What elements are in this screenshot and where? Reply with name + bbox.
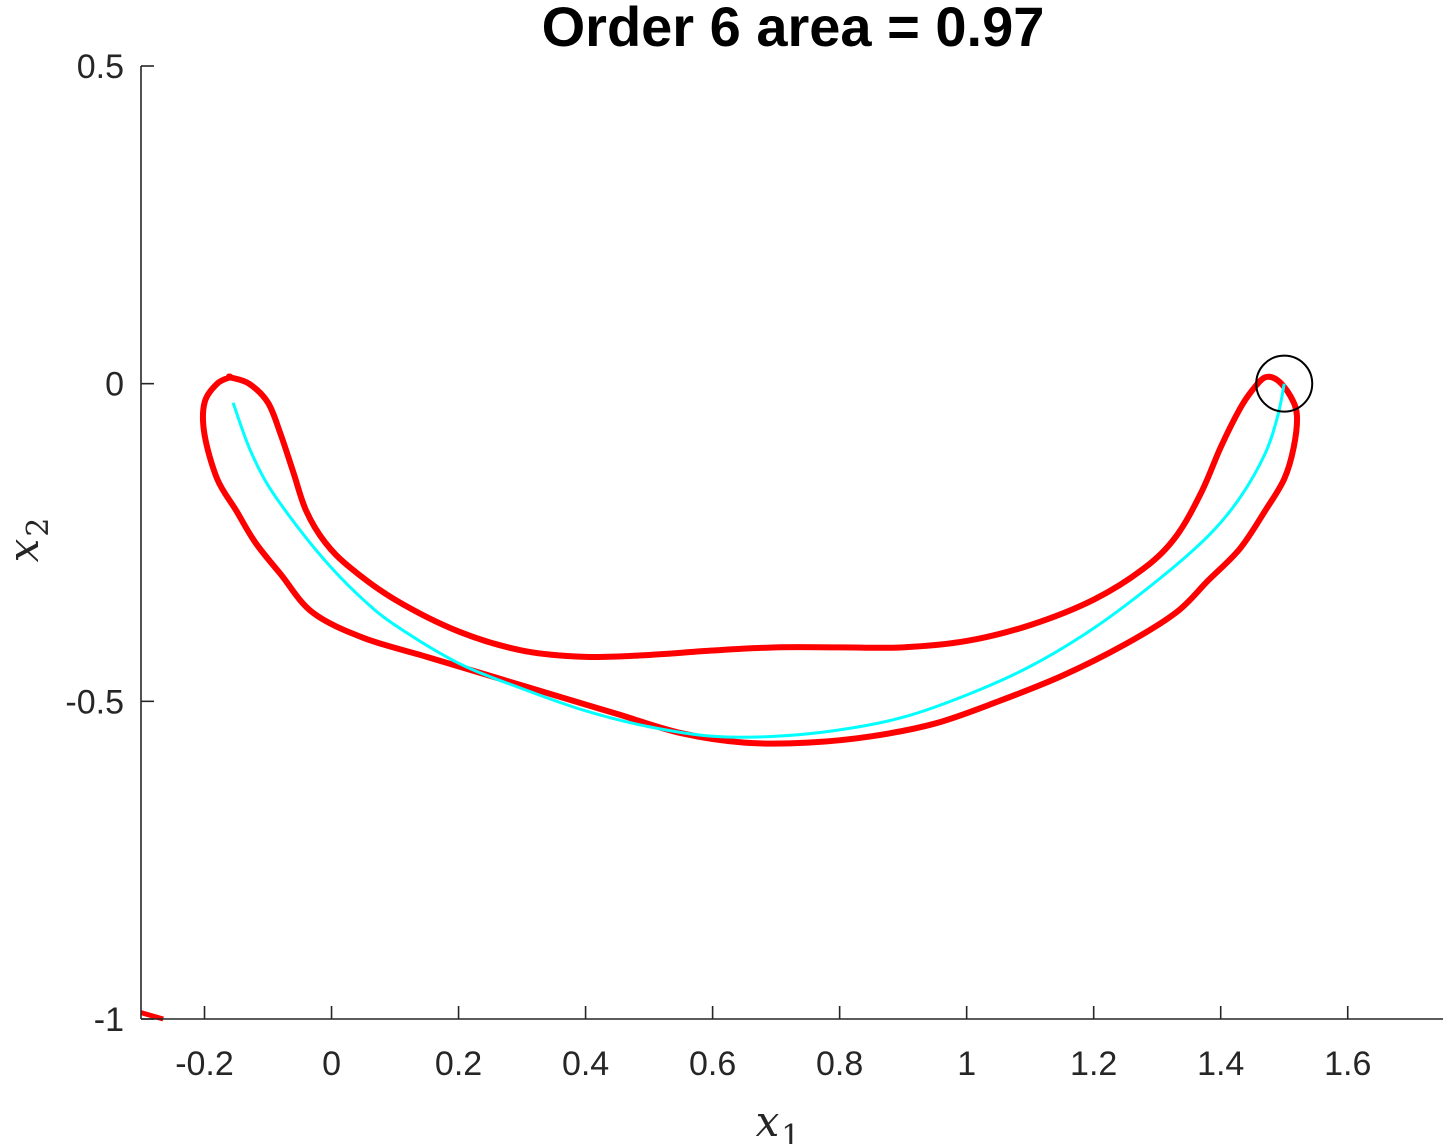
y-tick-label: 0: [105, 366, 124, 404]
plot-area: [140, 354, 1314, 1022]
x-tick-label: -0.2: [175, 1045, 234, 1083]
x-tick-label: 0.4: [562, 1045, 609, 1083]
y-axis-label: x2: [0, 518, 56, 563]
x-tick-label: 1.6: [1324, 1045, 1371, 1083]
series-outer-contour: [199, 373, 1301, 747]
x-tick-label: 0.6: [689, 1045, 736, 1083]
axes: -0.2 0 0.2 0.4 0.6 0.8 1 1.2 1.4 1.6 -1 -0.5 0 0.5: [65, 48, 1443, 1083]
x-tick-label: 0.8: [816, 1045, 863, 1083]
series-edge-segment: [140, 1010, 164, 1022]
x-tick-label: 1.4: [1197, 1045, 1244, 1083]
x-axis-label: x1: [756, 1097, 801, 1144]
y-tick-label: -1: [94, 1001, 124, 1039]
x-tick-label: 0: [322, 1045, 341, 1083]
series-inner-curve: [231, 383, 1286, 739]
x-tick-label: 1: [957, 1045, 976, 1083]
x-tick-label: 1.2: [1070, 1045, 1117, 1083]
chart-title: Order 6 area = 0.97: [542, 0, 1045, 58]
x-tick-label: 0.2: [435, 1045, 482, 1083]
y-tick-label: -0.5: [65, 683, 124, 721]
marker-circle: [1255, 354, 1314, 413]
y-tick-label: 0.5: [77, 48, 124, 86]
